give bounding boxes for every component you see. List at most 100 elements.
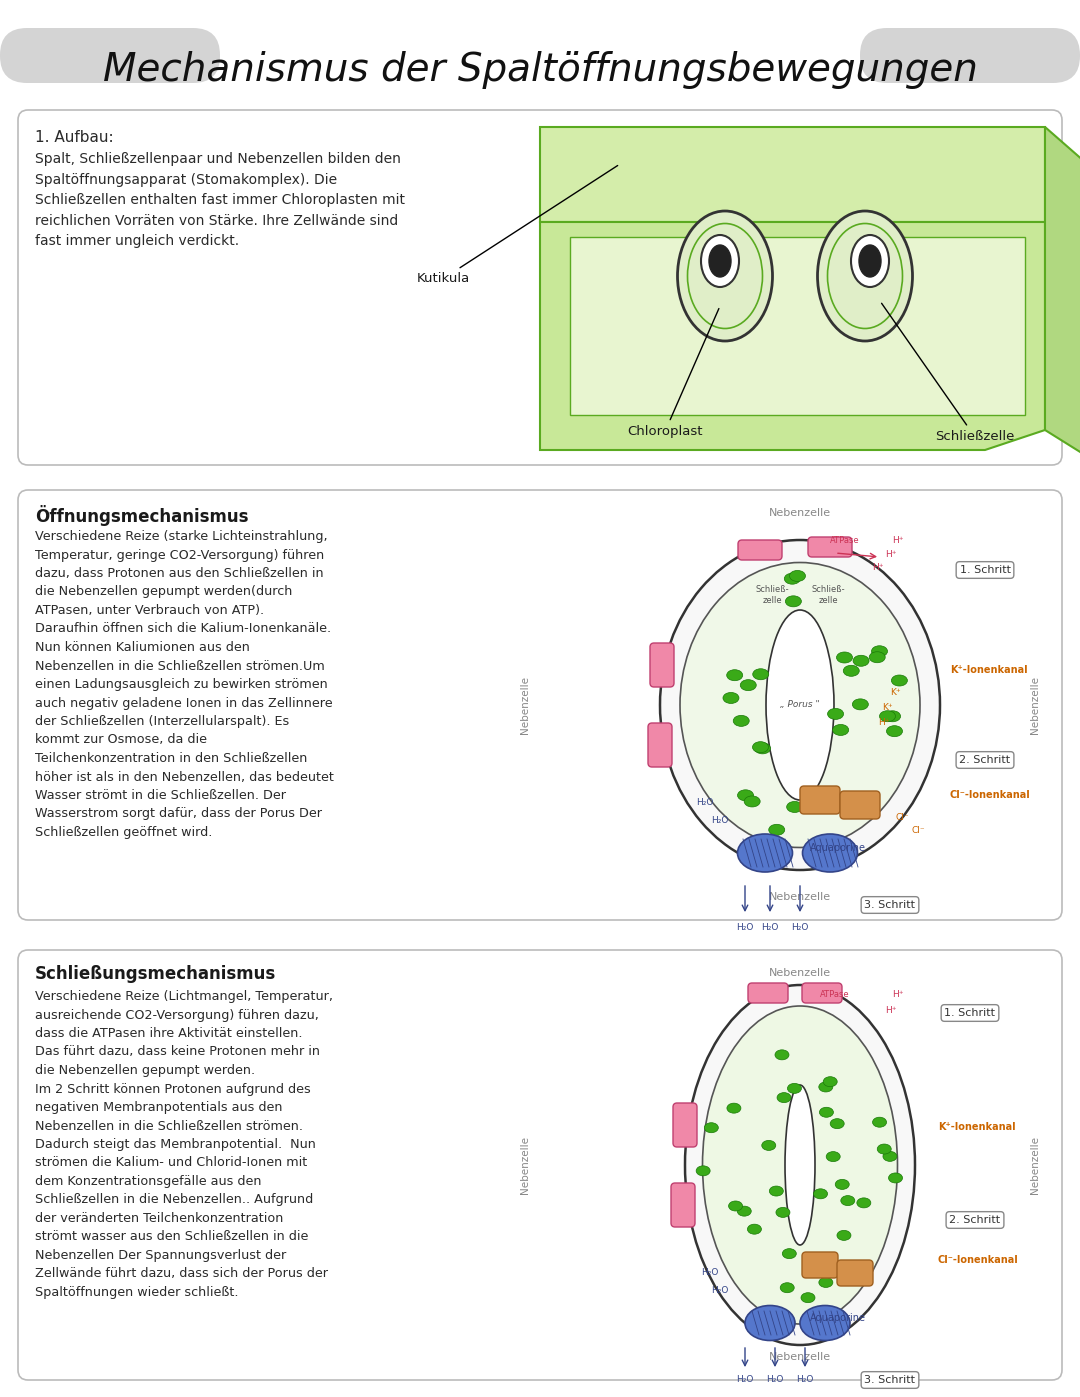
- Text: 1. Schritt: 1. Schritt: [945, 1009, 996, 1018]
- Ellipse shape: [785, 595, 801, 606]
- Ellipse shape: [677, 211, 772, 341]
- Ellipse shape: [745, 1306, 795, 1341]
- Text: Mechanismus der Spaltöffnungsbewegungen: Mechanismus der Spaltöffnungsbewegungen: [103, 52, 977, 89]
- Text: 2. Schritt: 2. Schritt: [949, 1215, 1000, 1225]
- Text: Nebenzelle: Nebenzelle: [1030, 676, 1040, 733]
- FancyBboxPatch shape: [671, 1183, 696, 1227]
- Text: Schließzelle: Schließzelle: [881, 303, 1014, 443]
- Text: Cl⁻-Ionenkanal: Cl⁻-Ionenkanal: [950, 789, 1030, 800]
- Ellipse shape: [883, 1151, 897, 1161]
- Ellipse shape: [840, 796, 856, 807]
- Text: Spalt, Schließzellenpaar und Nebenzellen bilden den
Spaltöffnungsapparat (Stomak: Spalt, Schließzellenpaar und Nebenzellen…: [35, 152, 405, 249]
- Ellipse shape: [769, 824, 785, 835]
- Ellipse shape: [826, 1151, 840, 1161]
- Text: ATPase: ATPase: [831, 536, 860, 545]
- Text: 1. Schritt: 1. Schritt: [959, 564, 1011, 576]
- Text: Cl⁻: Cl⁻: [895, 813, 908, 821]
- Ellipse shape: [738, 1206, 752, 1217]
- Ellipse shape: [837, 1231, 851, 1241]
- Ellipse shape: [769, 1186, 783, 1196]
- Text: H₂O: H₂O: [761, 923, 779, 932]
- Ellipse shape: [801, 1292, 815, 1302]
- Text: H₂O: H₂O: [712, 1287, 729, 1295]
- Text: Schließ-
zelle: Schließ- zelle: [811, 585, 845, 605]
- Ellipse shape: [856, 1197, 870, 1208]
- Text: Verschiedene Reize (Lichtmangel, Temperatur,
ausreichende CO2-Versorgung) führen: Verschiedene Reize (Lichtmangel, Tempera…: [35, 990, 333, 1299]
- Text: Nebenzelle: Nebenzelle: [1030, 1136, 1040, 1194]
- Ellipse shape: [786, 802, 802, 813]
- Ellipse shape: [851, 235, 889, 286]
- FancyBboxPatch shape: [18, 110, 1062, 465]
- Ellipse shape: [766, 610, 834, 800]
- Ellipse shape: [785, 1085, 815, 1245]
- Text: Nebenzelle: Nebenzelle: [769, 893, 832, 902]
- Ellipse shape: [784, 573, 800, 584]
- Text: K⁺: K⁺: [882, 703, 893, 712]
- Text: Nebenzelle: Nebenzelle: [769, 509, 832, 518]
- Ellipse shape: [780, 1282, 794, 1292]
- Ellipse shape: [738, 789, 754, 800]
- Text: H⁺: H⁺: [885, 550, 896, 559]
- Ellipse shape: [843, 665, 860, 676]
- Ellipse shape: [782, 1249, 796, 1259]
- Ellipse shape: [747, 1224, 761, 1234]
- FancyBboxPatch shape: [648, 724, 672, 767]
- Text: Kutikula: Kutikula: [417, 165, 618, 285]
- Ellipse shape: [819, 1081, 833, 1092]
- Ellipse shape: [787, 1084, 801, 1094]
- Ellipse shape: [879, 711, 895, 722]
- Text: Chloroplast: Chloroplast: [627, 309, 719, 439]
- Text: H₂O: H₂O: [796, 1375, 813, 1384]
- Ellipse shape: [819, 1277, 833, 1288]
- Ellipse shape: [823, 1077, 837, 1087]
- Ellipse shape: [818, 211, 913, 341]
- Text: 3. Schritt: 3. Schritt: [864, 900, 916, 909]
- Ellipse shape: [775, 1207, 789, 1217]
- FancyBboxPatch shape: [800, 787, 840, 814]
- Ellipse shape: [852, 698, 868, 710]
- FancyBboxPatch shape: [802, 1252, 838, 1278]
- Ellipse shape: [873, 1118, 887, 1127]
- Text: Nebenzelle: Nebenzelle: [769, 968, 832, 978]
- Ellipse shape: [853, 655, 869, 666]
- Polygon shape: [1045, 127, 1080, 455]
- Text: Öffnungsmechanismus: Öffnungsmechanismus: [35, 504, 248, 527]
- Ellipse shape: [802, 834, 858, 872]
- Polygon shape: [540, 127, 1045, 222]
- FancyBboxPatch shape: [650, 643, 674, 687]
- Ellipse shape: [813, 1189, 827, 1199]
- Ellipse shape: [877, 1144, 891, 1154]
- FancyBboxPatch shape: [748, 983, 788, 1003]
- Text: ATPase: ATPase: [820, 990, 850, 999]
- Ellipse shape: [841, 1196, 854, 1206]
- Ellipse shape: [820, 1108, 834, 1118]
- Ellipse shape: [740, 680, 756, 690]
- Ellipse shape: [701, 235, 739, 286]
- Ellipse shape: [833, 725, 849, 735]
- Text: Schließungsmechanismus: Schließungsmechanismus: [35, 965, 276, 983]
- Ellipse shape: [835, 1179, 849, 1189]
- Ellipse shape: [885, 711, 901, 722]
- FancyBboxPatch shape: [18, 950, 1062, 1380]
- Text: K⁺-Ionenkanal: K⁺-Ionenkanal: [950, 665, 1028, 675]
- FancyBboxPatch shape: [0, 28, 220, 82]
- Polygon shape: [540, 222, 1045, 450]
- Text: H₂O: H₂O: [737, 1375, 754, 1384]
- FancyBboxPatch shape: [840, 791, 880, 819]
- Ellipse shape: [872, 645, 888, 657]
- Ellipse shape: [727, 1104, 741, 1113]
- Ellipse shape: [869, 652, 886, 662]
- Ellipse shape: [755, 743, 770, 754]
- Ellipse shape: [887, 725, 903, 736]
- Ellipse shape: [827, 708, 843, 719]
- Text: H₂O: H₂O: [792, 923, 809, 932]
- Ellipse shape: [729, 1201, 743, 1211]
- FancyBboxPatch shape: [860, 28, 1080, 82]
- Ellipse shape: [761, 1140, 775, 1150]
- FancyBboxPatch shape: [837, 1260, 873, 1287]
- Text: H₂O: H₂O: [712, 816, 729, 826]
- FancyBboxPatch shape: [808, 536, 852, 557]
- Text: 2. Schritt: 2. Schritt: [959, 754, 1011, 766]
- Ellipse shape: [738, 834, 793, 872]
- Ellipse shape: [891, 675, 907, 686]
